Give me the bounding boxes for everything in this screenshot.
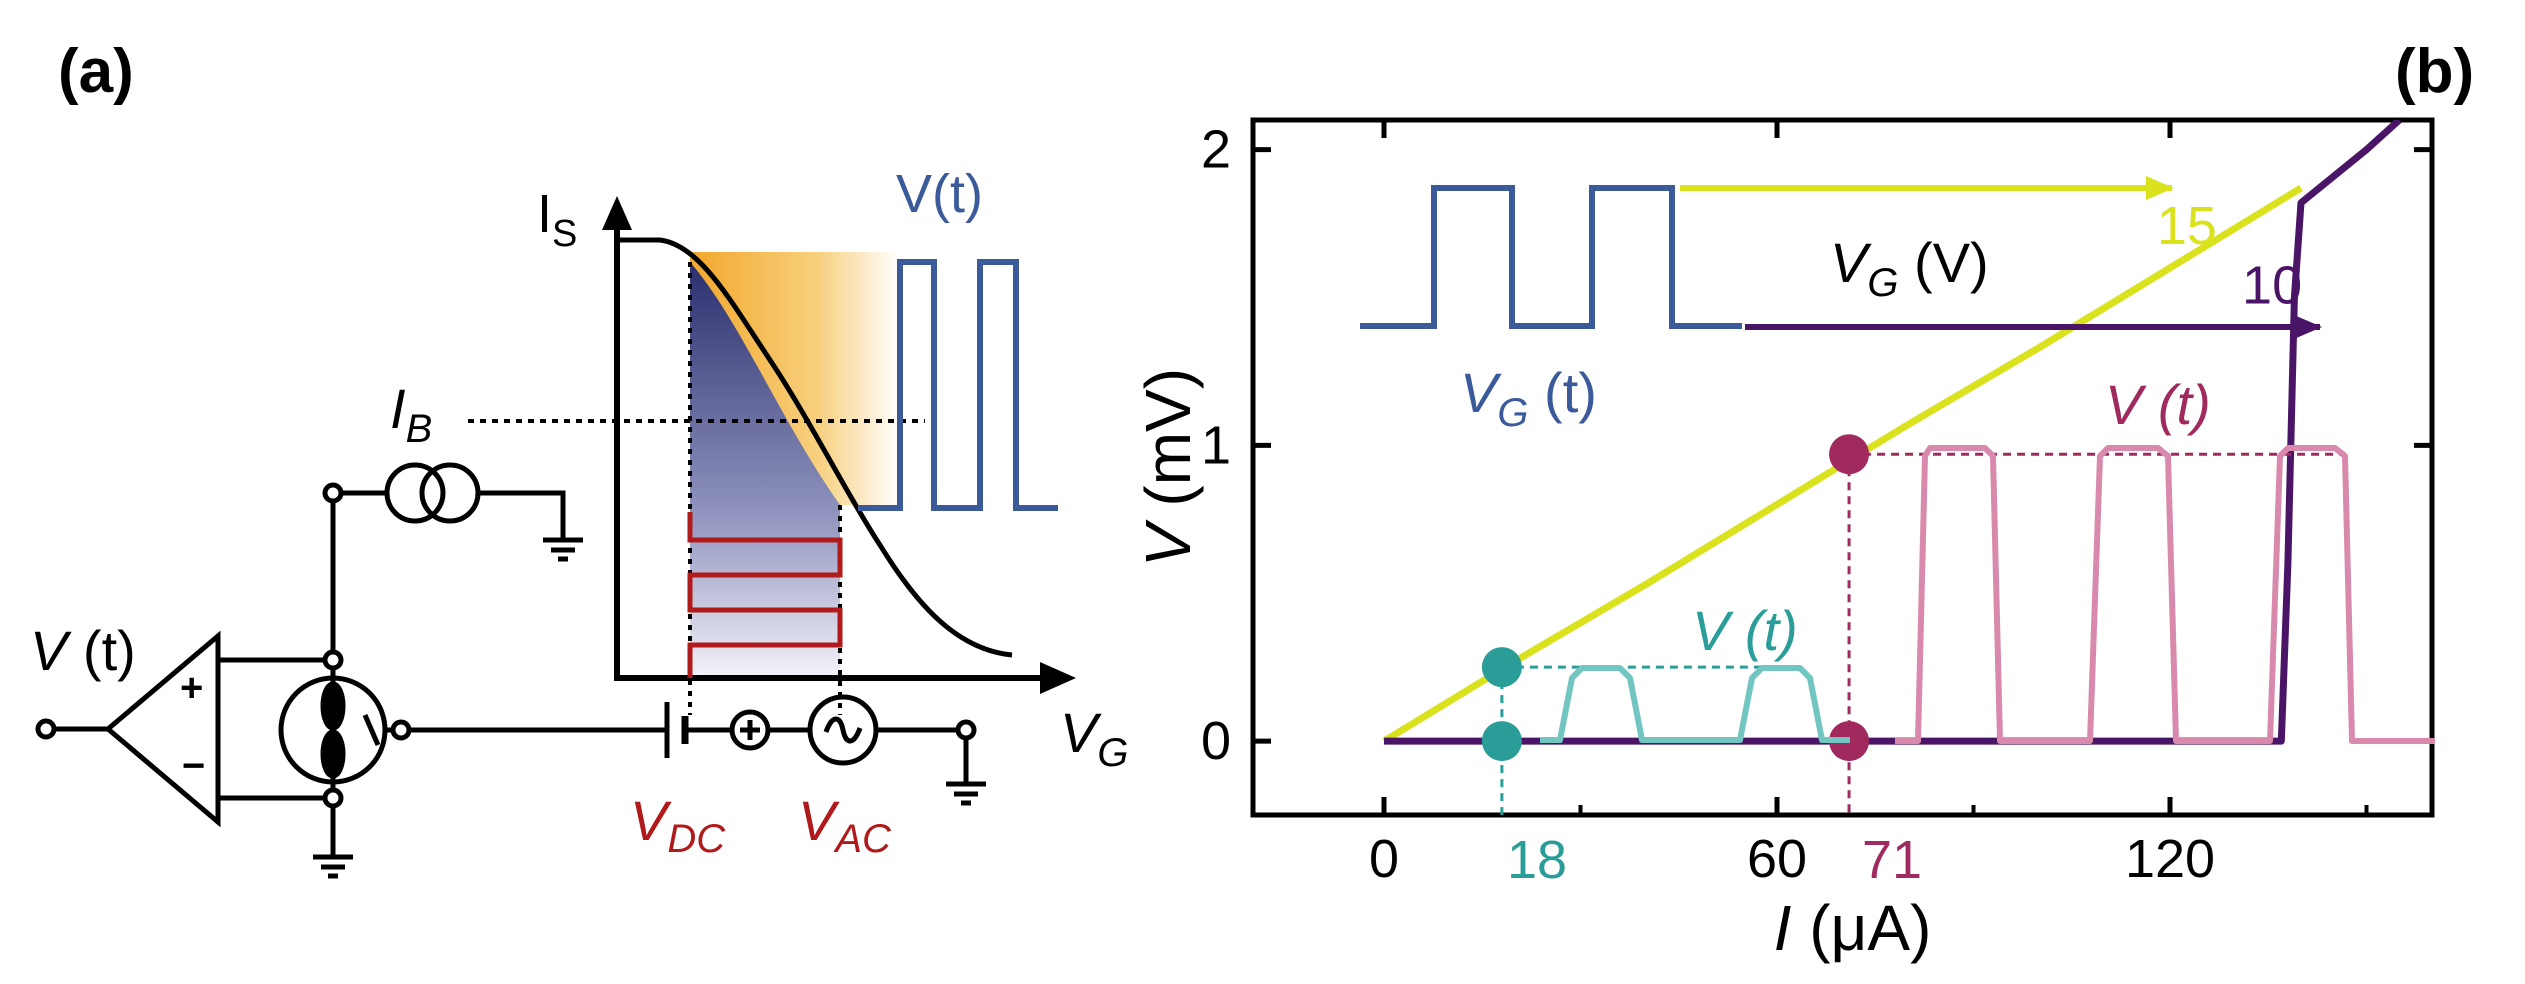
plot-frame bbox=[1250, 117, 2435, 818]
panel-a: (a) IS VG V(t) bbox=[30, 37, 1128, 879]
red-square-wave bbox=[687, 512, 843, 678]
y-tick-label: 2 bbox=[1201, 120, 1231, 180]
switching-curve bbox=[617, 237, 1013, 658]
ac-sine-glyph bbox=[823, 716, 863, 744]
output-vt-label: V (t) bbox=[30, 619, 136, 682]
blue-pulse-train bbox=[858, 259, 1058, 511]
teal-vt-label: V (t) bbox=[1692, 599, 1798, 662]
vg-axis-label: VG bbox=[1060, 701, 1128, 775]
y-tick-label: 1 bbox=[1201, 415, 1231, 475]
vg-volts-label: VG (V) bbox=[1830, 231, 1989, 305]
node-ac bbox=[955, 719, 977, 741]
marker-18-label: 18 bbox=[1507, 830, 1567, 890]
amp-plus-sign: + bbox=[180, 666, 203, 710]
bias-circuit bbox=[35, 462, 986, 879]
pink-vt-label: V (t) bbox=[2105, 373, 2211, 436]
current-source-coil-left bbox=[384, 462, 446, 524]
panel-b-label: (b) bbox=[2395, 37, 2474, 106]
vac-label: VAC bbox=[798, 789, 892, 861]
inset-vg-t-label: VG (t) bbox=[1460, 361, 1597, 435]
junction-gate-mark bbox=[362, 714, 381, 746]
vt-signal-label: V(t) bbox=[896, 164, 983, 224]
amplifier-triangle bbox=[104, 630, 221, 828]
pink-vt-trace bbox=[1895, 445, 2435, 744]
curve-y-arrowhead bbox=[602, 196, 632, 230]
x-tick-label: 0 bbox=[1369, 829, 1399, 889]
switching-current-plot: IS VG V(t) bbox=[468, 164, 1128, 775]
node-gate bbox=[390, 719, 412, 741]
is-axis-label: IS bbox=[537, 184, 577, 255]
node-amp-out bbox=[35, 718, 57, 740]
source-lead-right bbox=[478, 490, 566, 538]
y-axis-label: V (mV) bbox=[1132, 368, 1204, 567]
x-axis-label: I (μA) bbox=[1774, 892, 1932, 964]
teal-vt-trace bbox=[1540, 665, 1850, 743]
series-label-15: 15 bbox=[2157, 196, 2217, 256]
y-tick-label: 0 bbox=[1201, 711, 1231, 771]
node-amp-plus bbox=[322, 649, 344, 671]
amp-minus-sign: − bbox=[182, 744, 205, 788]
node-amp-minus bbox=[322, 787, 344, 809]
current-source-coil-right bbox=[419, 462, 481, 524]
x-tick-label: 120 bbox=[2125, 829, 2215, 889]
junction-lobe-bottom bbox=[320, 729, 346, 779]
data-marker bbox=[1481, 647, 1522, 688]
ib-label: IB bbox=[390, 377, 432, 451]
data-marker bbox=[1481, 721, 1522, 762]
vdc-label: VDC bbox=[630, 789, 726, 861]
x-tick-label: 60 bbox=[1747, 829, 1807, 889]
node-bias bbox=[322, 482, 344, 504]
panel-a-label: (a) bbox=[58, 37, 134, 106]
junction-lobe-top bbox=[320, 681, 346, 731]
series-label-10: 10 bbox=[2242, 255, 2302, 315]
marker-71-label: 71 bbox=[1862, 830, 1922, 890]
curve-x-arrowhead bbox=[1040, 662, 1076, 694]
inset-gate-pulse bbox=[1360, 185, 1742, 329]
data-marker bbox=[1829, 434, 1870, 475]
